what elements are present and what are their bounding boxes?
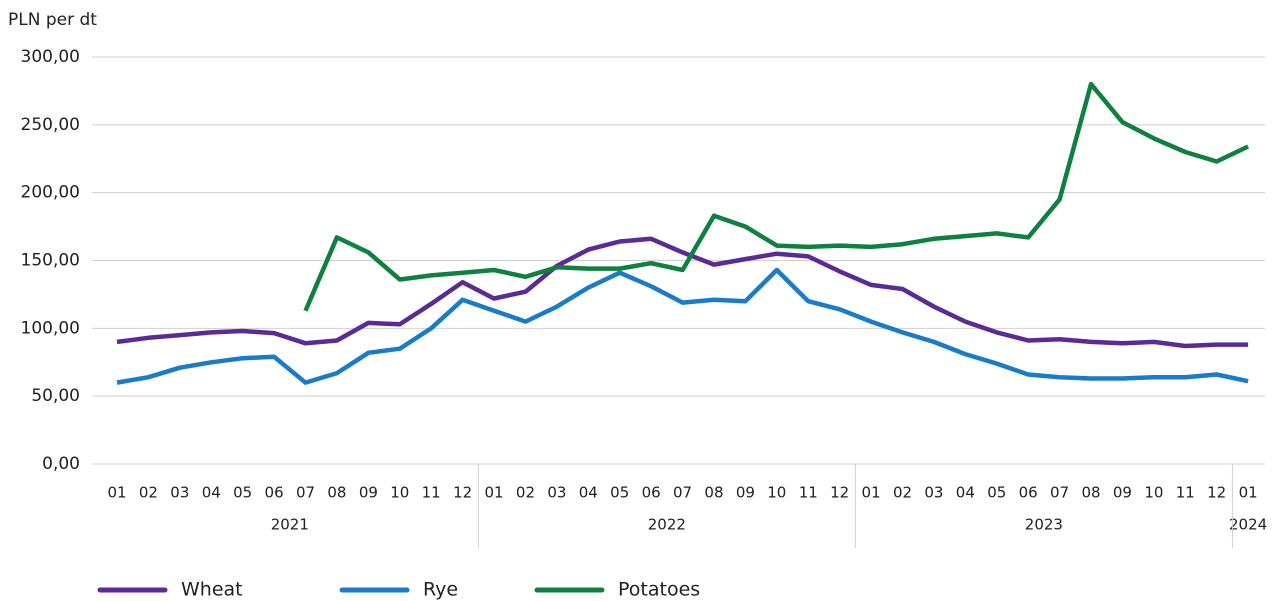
series-line: [116, 236, 1249, 349]
group-label: 2021: [271, 516, 309, 534]
x-tick-label: 06: [642, 484, 661, 502]
x-tick-label: 10: [390, 484, 409, 502]
x-tick-label: 04: [202, 484, 221, 502]
x-tick-label: 10: [1144, 484, 1163, 502]
y-tick-label: 300,00: [21, 47, 80, 67]
x-tick-label: 06: [265, 484, 284, 502]
x-tick-label: 11: [422, 484, 441, 502]
x-tick-label: 07: [673, 484, 692, 502]
y-tick-label: 250,00: [21, 115, 80, 135]
x-tick-label: 01: [107, 484, 126, 502]
x-tick-label: 12: [830, 484, 849, 502]
x-tick-label: 07: [1050, 484, 1069, 502]
series-line: [116, 267, 1249, 385]
x-tick-label: 09: [359, 484, 378, 502]
y-tick-label: 0,00: [42, 454, 80, 474]
x-tick-label: 03: [547, 484, 566, 502]
y-tick-label: 200,00: [21, 183, 80, 203]
x-tick-label: 12: [453, 484, 472, 502]
x-tick-label: 07: [296, 484, 315, 502]
x-tick-label: 05: [233, 484, 252, 502]
x-tick-label: 02: [516, 484, 535, 502]
x-tick-label: 11: [799, 484, 818, 502]
x-tick-label: 06: [1019, 484, 1038, 502]
x-tick-label: 05: [610, 484, 629, 502]
x-tick-label: 01: [862, 484, 881, 502]
x-tick-label: 09: [736, 484, 755, 502]
x-tick-label: 11: [1176, 484, 1195, 502]
x-tick-label: 09: [1113, 484, 1132, 502]
x-tick-label: 08: [327, 484, 346, 502]
series-line: [303, 81, 1250, 312]
x-tick-label: 01: [1239, 484, 1258, 502]
y-tick-label: 150,00: [21, 251, 80, 271]
group-label: 2022: [648, 516, 686, 534]
y-tick-label: 100,00: [21, 318, 80, 338]
x-tick-label: 04: [579, 484, 598, 502]
group-label: 2023: [1025, 516, 1063, 534]
legend-label: Potatoes: [618, 579, 700, 601]
x-tick-label: 03: [170, 484, 189, 502]
x-tick-label: 08: [704, 484, 723, 502]
legend-label: Wheat: [181, 579, 243, 601]
x-tick-label: 02: [893, 484, 912, 502]
x-tick-label: 08: [1081, 484, 1100, 502]
x-tick-label: 04: [956, 484, 975, 502]
x-tick-label: 05: [987, 484, 1006, 502]
x-tick-label: 01: [484, 484, 503, 502]
x-tick-label: 10: [767, 484, 786, 502]
group-label: 2024: [1229, 516, 1267, 534]
y-tick-label: 50,00: [31, 386, 80, 406]
x-tick-label: 12: [1207, 484, 1226, 502]
x-tick-label: 02: [139, 484, 158, 502]
x-tick-label: 03: [924, 484, 943, 502]
legend-label: Rye: [423, 579, 458, 601]
y-axis-label: PLN per dt: [8, 10, 97, 30]
